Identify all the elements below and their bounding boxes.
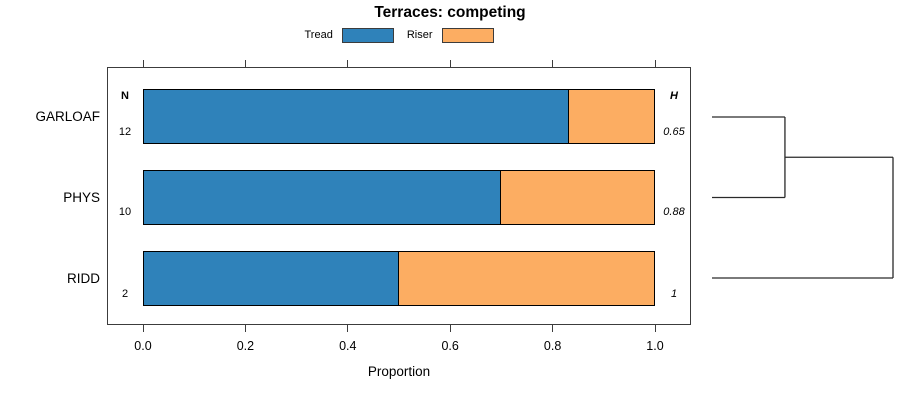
bar-segment-riser [399,252,654,305]
plot-area [107,67,691,325]
legend-label-riser: Riser [406,29,433,41]
x-tick-bottom [244,325,246,332]
legend-item-tread: Tread [304,27,394,43]
bar-segment-tread [144,252,399,305]
x-tick-top [347,60,349,67]
x-axis-title: Proportion [367,364,431,379]
bar-segment-riser [501,171,654,224]
x-tick-bottom [552,325,554,332]
h-column-header: H [670,90,678,102]
x-tick-label: 0.6 [441,339,459,353]
x-tick-top [449,60,451,67]
bar-segment-tread [144,90,569,143]
h-value-ridd: 1 [670,288,678,300]
h-value-phys: 0.88 [663,206,685,218]
bar-segment-tread [144,171,501,224]
x-tick-label: 1.0 [646,339,664,353]
bar-phys [143,170,655,225]
x-tick-top [244,60,246,67]
x-tick-label: 0.2 [236,339,255,353]
h-value-garloaf: 0.65 [663,126,685,138]
bar-segment-riser [568,90,654,143]
x-tick-label: 0.4 [339,339,357,353]
x-tick-top [142,60,144,67]
category-label-phys: PHYS [63,190,100,205]
x-tick-bottom [654,325,656,332]
n-value-ridd: 2 [121,288,129,300]
x-tick-top [654,60,656,67]
x-tick-label: 0.0 [134,339,152,353]
n-column-header: N [121,90,129,102]
category-label-garloaf: GARLOAF [35,109,100,124]
bar-garloaf [143,89,655,144]
x-tick-bottom [142,325,144,332]
legend: Tread Riser [107,26,691,44]
x-tick-bottom [449,325,451,332]
bar-ridd [143,251,655,306]
n-value-phys: 10 [118,206,132,218]
x-tick-label: 0.8 [543,339,562,353]
n-value-garloaf: 12 [118,126,132,138]
x-tick-top [552,60,554,67]
category-label-ridd: RIDD [67,271,100,286]
x-tick-bottom [347,325,349,332]
legend-swatch-riser [441,27,494,43]
legend-item-riser: Riser [406,27,494,43]
legend-swatch-tread [341,27,394,43]
chart-title: Terraces: competing [374,4,526,21]
legend-label-tread: Tread [304,29,333,41]
